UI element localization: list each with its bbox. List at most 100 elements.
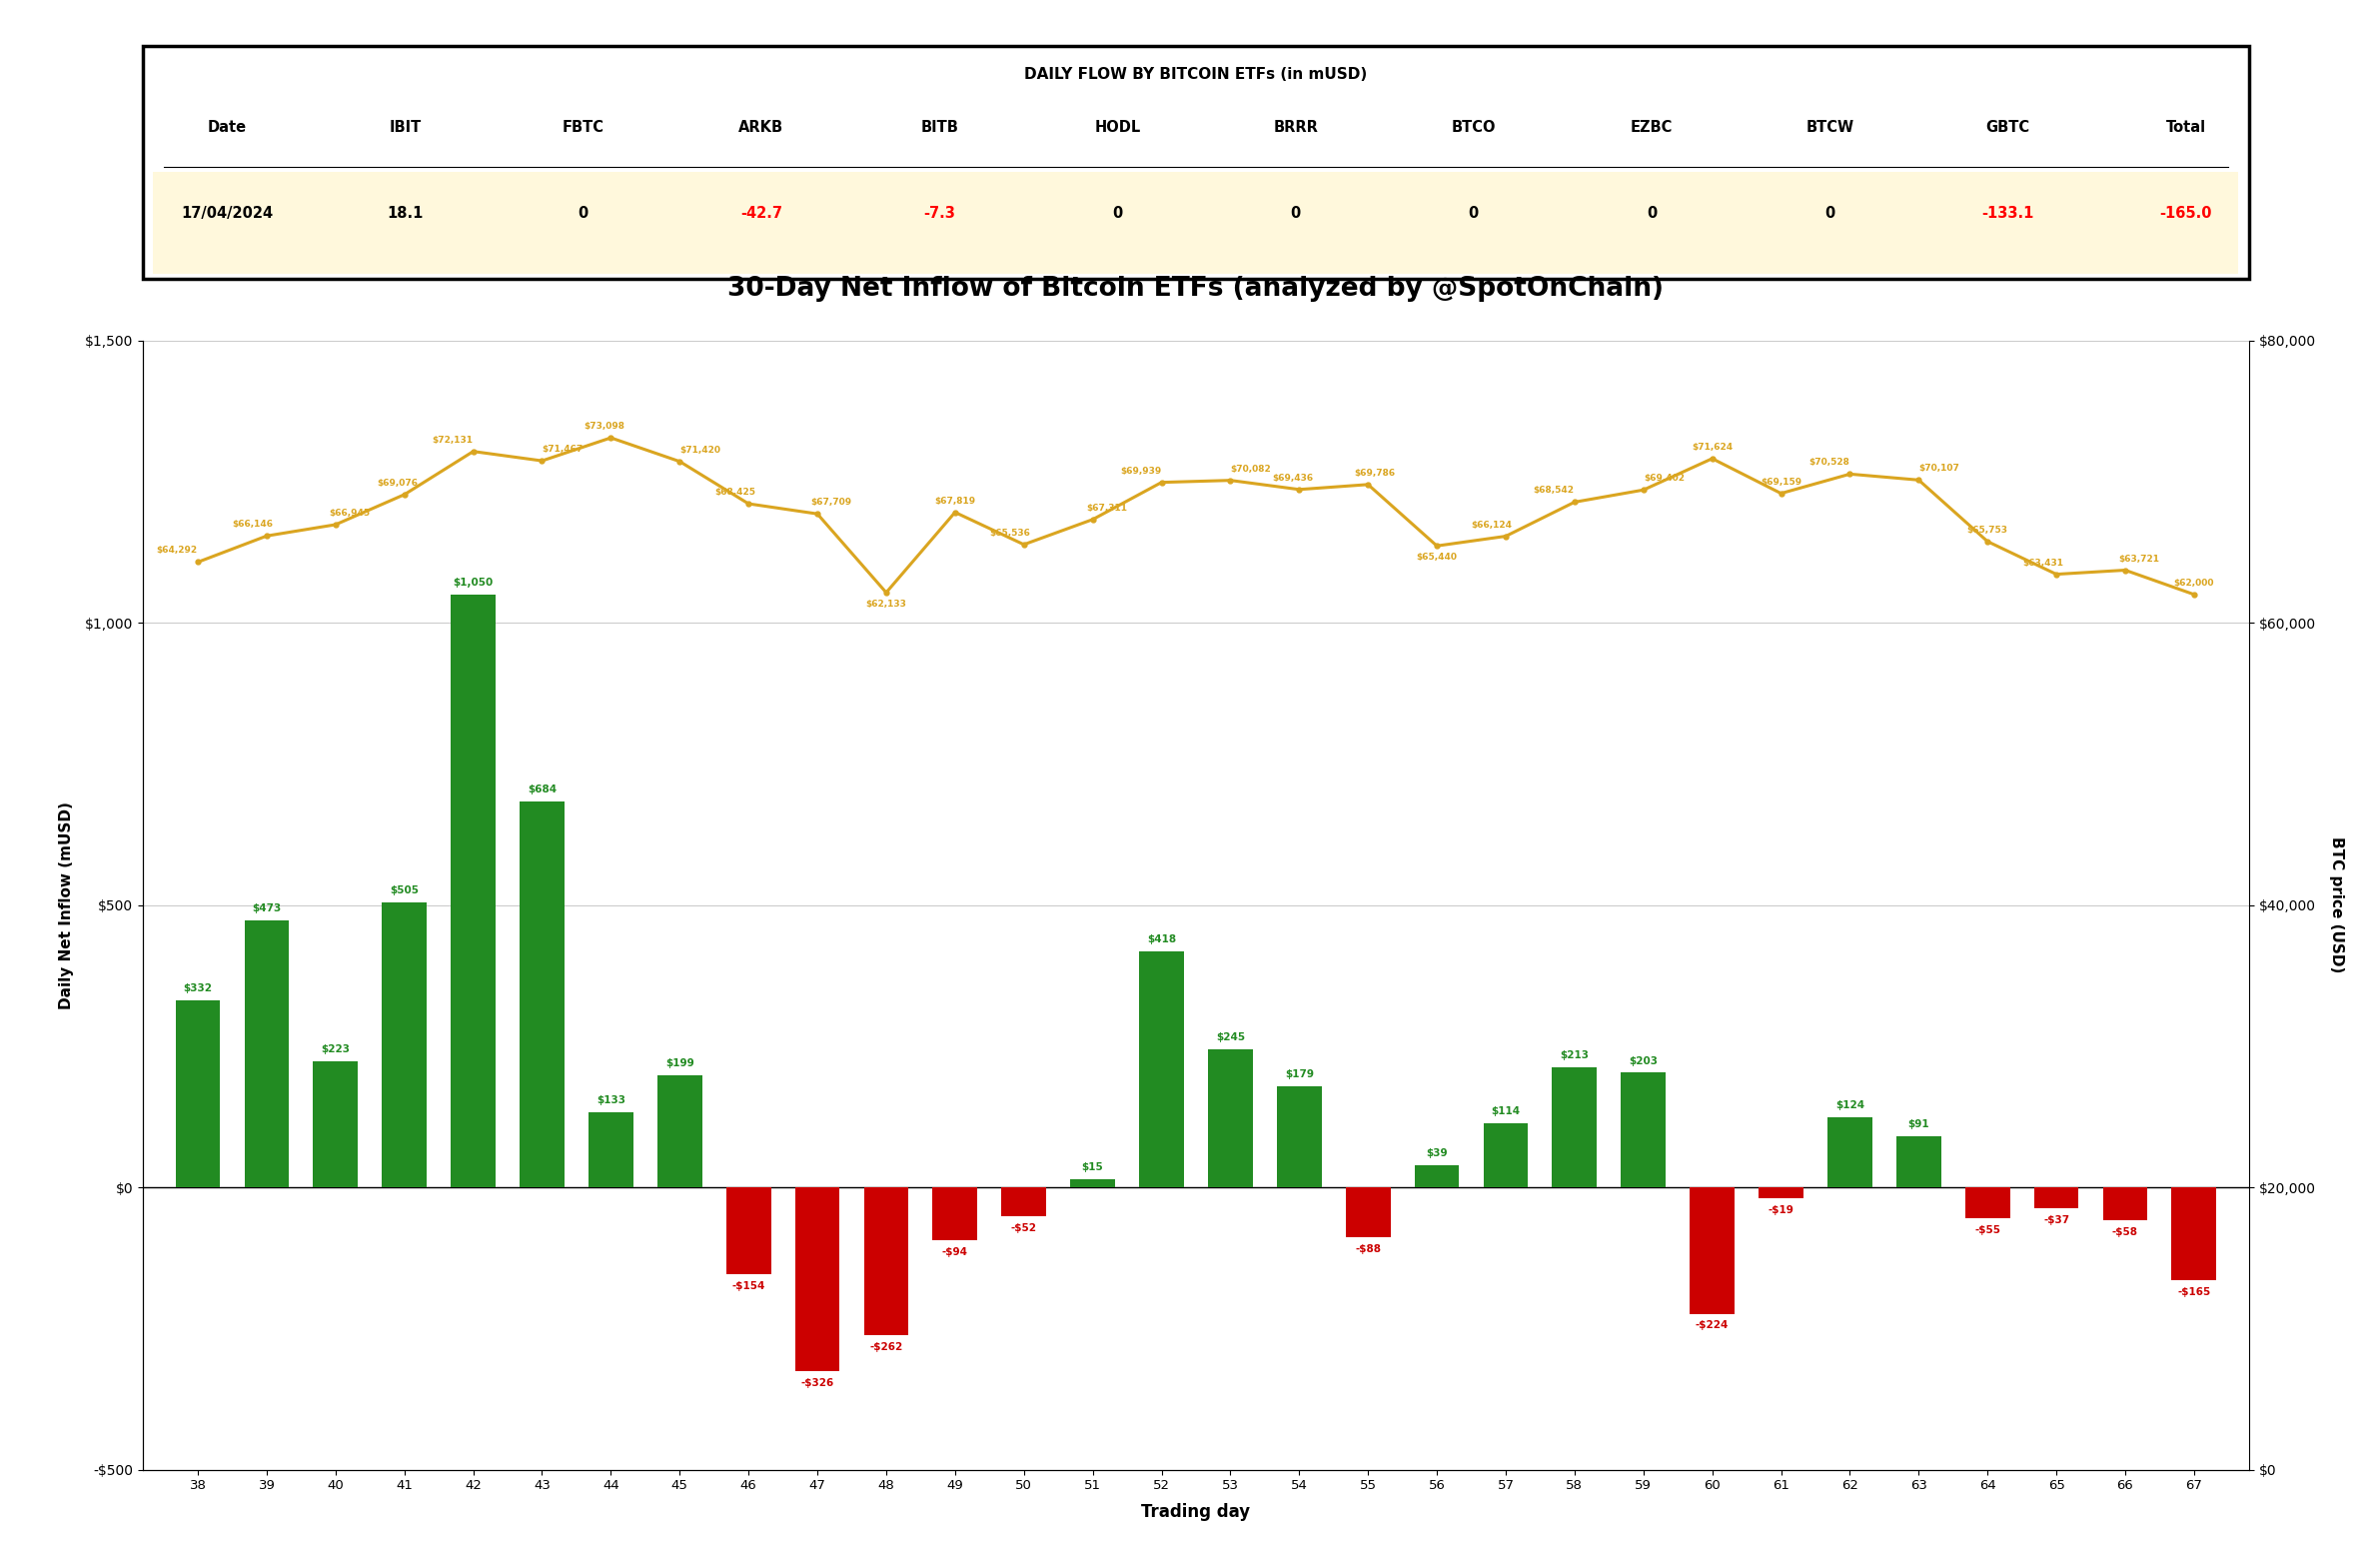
Text: $69,939: $69,939 [1121,467,1161,475]
Text: -$58: -$58 [2111,1227,2137,1238]
Text: $199: $199 [666,1058,695,1067]
Text: -$154: -$154 [733,1281,766,1292]
Text: 17/04/2024: 17/04/2024 [181,206,274,221]
Text: 0: 0 [578,206,588,221]
Text: $62,133: $62,133 [866,600,907,608]
Bar [519,801,564,1188]
Bar [1759,1188,1804,1197]
Text: $69,786: $69,786 [1354,469,1395,478]
Bar [1828,1117,1873,1188]
Text: -$52: -$52 [1012,1224,1038,1233]
Text: ARKB: ARKB [738,121,783,135]
Bar [1621,1072,1666,1188]
Text: $67,311: $67,311 [1085,503,1128,512]
Bar [2104,1188,2147,1221]
Bar [2035,1188,2078,1208]
Bar [1897,1135,1942,1188]
Bar [1552,1067,1597,1188]
Text: $66,945: $66,945 [328,509,369,518]
X-axis label: Trading day: Trading day [1142,1504,1250,1521]
Text: $473: $473 [252,903,281,913]
Text: Date: Date [207,121,248,135]
Text: BTCW: BTCW [1806,121,1854,135]
Text: $15: $15 [1083,1162,1104,1173]
Text: $213: $213 [1559,1050,1590,1060]
Text: -$88: -$88 [1354,1244,1380,1253]
Bar [1345,1188,1390,1238]
Text: -$94: -$94 [942,1247,969,1258]
Text: $67,819: $67,819 [935,497,976,506]
Text: BITB: BITB [921,121,959,135]
Bar [1966,1188,2009,1219]
Text: $63,431: $63,431 [2023,558,2063,568]
Text: $71,420: $71,420 [681,446,721,455]
Text: -$224: -$224 [1695,1321,1728,1330]
Text: -7.3: -7.3 [923,206,954,221]
Text: $124: $124 [1835,1100,1864,1111]
Text: 0: 0 [1825,206,1835,221]
Text: $418: $418 [1147,934,1176,945]
Bar [657,1075,702,1188]
Text: IBIT: IBIT [388,121,421,135]
Text: $65,536: $65,536 [990,529,1031,537]
Text: BRRR: BRRR [1273,121,1319,135]
Bar [726,1188,771,1275]
Text: $69,436: $69,436 [1271,473,1314,483]
Bar [383,902,426,1188]
Text: $69,159: $69,159 [1761,478,1802,486]
Text: $70,528: $70,528 [1809,458,1849,467]
Text: HODL: HODL [1095,121,1140,135]
Text: $71,467: $71,467 [543,446,583,453]
Text: $70,082: $70,082 [1230,464,1271,473]
Bar [795,1188,840,1371]
Text: BTCO: BTCO [1452,121,1495,135]
Bar [588,1112,633,1188]
Text: $133: $133 [597,1095,626,1106]
Text: -133.1: -133.1 [1983,206,2035,221]
Text: $332: $332 [183,982,212,993]
Text: 30-Day Net Inflow of Bitcoin ETFs (analyzed by @SpotOnChain): 30-Day Net Inflow of Bitcoin ETFs (analy… [728,275,1664,302]
Text: $63,721: $63,721 [2118,554,2159,563]
Text: $65,440: $65,440 [1416,552,1457,562]
Text: DAILY FLOW BY BITCOIN ETFs (in mUSD): DAILY FLOW BY BITCOIN ETFs (in mUSD) [1023,67,1368,82]
Text: -$55: -$55 [1975,1225,2002,1235]
Text: $39: $39 [1426,1148,1447,1159]
Bar [2171,1188,2216,1281]
Bar [1002,1188,1047,1216]
Bar [1690,1188,1735,1313]
Text: $70,107: $70,107 [1918,464,1959,473]
Text: $67,709: $67,709 [812,498,852,507]
Text: FBTC: FBTC [562,121,605,135]
Text: $179: $179 [1285,1069,1314,1080]
Text: $72,131: $72,131 [433,436,474,444]
Bar [176,999,221,1188]
Y-axis label: BTC price (USD): BTC price (USD) [2328,837,2344,973]
Text: $71,624: $71,624 [1692,442,1733,452]
Text: $684: $684 [528,784,557,794]
Text: 0: 0 [1468,206,1478,221]
Text: 0: 0 [1290,206,1299,221]
Text: $1,050: $1,050 [452,577,493,588]
Text: $65,753: $65,753 [1966,526,2009,535]
Text: -$165: -$165 [2178,1287,2211,1298]
Text: -$326: -$326 [800,1378,833,1388]
Bar [933,1188,978,1241]
Text: 18.1: 18.1 [388,206,424,221]
Text: $66,146: $66,146 [233,520,274,529]
Bar [1071,1179,1116,1188]
Text: -$19: -$19 [1768,1205,1795,1214]
Text: $203: $203 [1628,1057,1659,1066]
Text: -42.7: -42.7 [740,206,783,221]
Text: $68,425: $68,425 [714,487,754,497]
Bar [864,1188,909,1335]
Text: $505: $505 [390,885,419,896]
Text: GBTC: GBTC [1985,121,2030,135]
Text: Total: Total [2166,121,2206,135]
Bar [1209,1049,1252,1188]
Text: $114: $114 [1492,1106,1521,1117]
Text: -$262: -$262 [869,1343,902,1352]
Text: $68,542: $68,542 [1533,486,1573,495]
Bar [450,594,495,1188]
Text: $69,076: $69,076 [376,478,419,487]
Y-axis label: Daily Net Inflow (mUSD): Daily Net Inflow (mUSD) [60,801,74,1009]
